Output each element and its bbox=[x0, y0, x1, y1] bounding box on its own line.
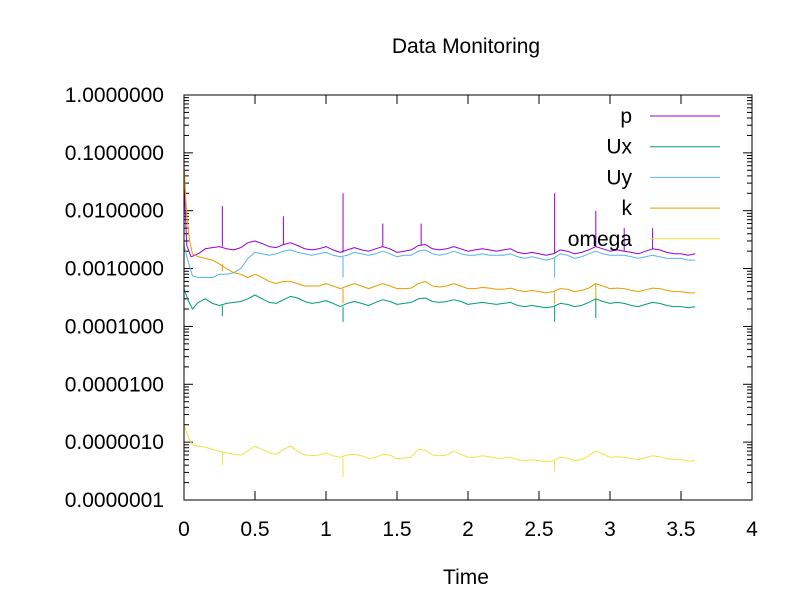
series-line-omega bbox=[183, 424, 696, 463]
x-tick-label: 1.5 bbox=[382, 518, 411, 541]
legend: p Ux Uy k omega bbox=[568, 105, 720, 251]
x-tick-label: 0 bbox=[178, 518, 190, 541]
x-tick-label: 0.5 bbox=[240, 518, 269, 541]
x-axis: 0 0.5 1 1.5 2 2.5 3 3.5 4 bbox=[178, 95, 758, 541]
x-axis-label: Time bbox=[443, 566, 489, 589]
y-tick-label: 0.0010000 bbox=[65, 258, 164, 281]
y-tick-label: 0.1000000 bbox=[65, 142, 164, 165]
series-line-Ux bbox=[183, 288, 696, 310]
y-tick-label: 0.0000100 bbox=[65, 373, 164, 396]
plot-area bbox=[183, 165, 696, 477]
y-tick-label: 1.0000000 bbox=[65, 84, 164, 107]
legend-label-p: p bbox=[620, 105, 632, 128]
legend-label-Ux: Ux bbox=[606, 136, 632, 159]
x-tick-label: 3.5 bbox=[666, 518, 695, 541]
x-tick-label: 1 bbox=[320, 518, 332, 541]
y-tick-label: 0.0001000 bbox=[65, 315, 164, 338]
x-tick-label: 2 bbox=[462, 518, 474, 541]
chart-title: Data Monitoring bbox=[392, 35, 540, 58]
legend-label-k: k bbox=[622, 197, 633, 220]
legend-label-omega: omega bbox=[568, 228, 633, 251]
x-tick-label: 2.5 bbox=[524, 518, 553, 541]
series-line-k bbox=[183, 165, 696, 294]
plot-frame bbox=[183, 94, 753, 501]
series-line-Uy bbox=[183, 245, 696, 278]
y-tick-label: 0.0000010 bbox=[65, 431, 164, 454]
x-tick-label: 4 bbox=[746, 518, 758, 541]
y-axis: 1.0000000 0.1000000 0.0100000 0.0010000 0.00… bbox=[65, 84, 752, 512]
y-tick-label: 0.0100000 bbox=[65, 200, 164, 223]
legend-label-Uy: Uy bbox=[606, 166, 632, 189]
series-line-p bbox=[183, 183, 696, 258]
y-tick-label: 0.0000001 bbox=[65, 489, 164, 512]
x-tick-label: 3 bbox=[604, 518, 616, 541]
